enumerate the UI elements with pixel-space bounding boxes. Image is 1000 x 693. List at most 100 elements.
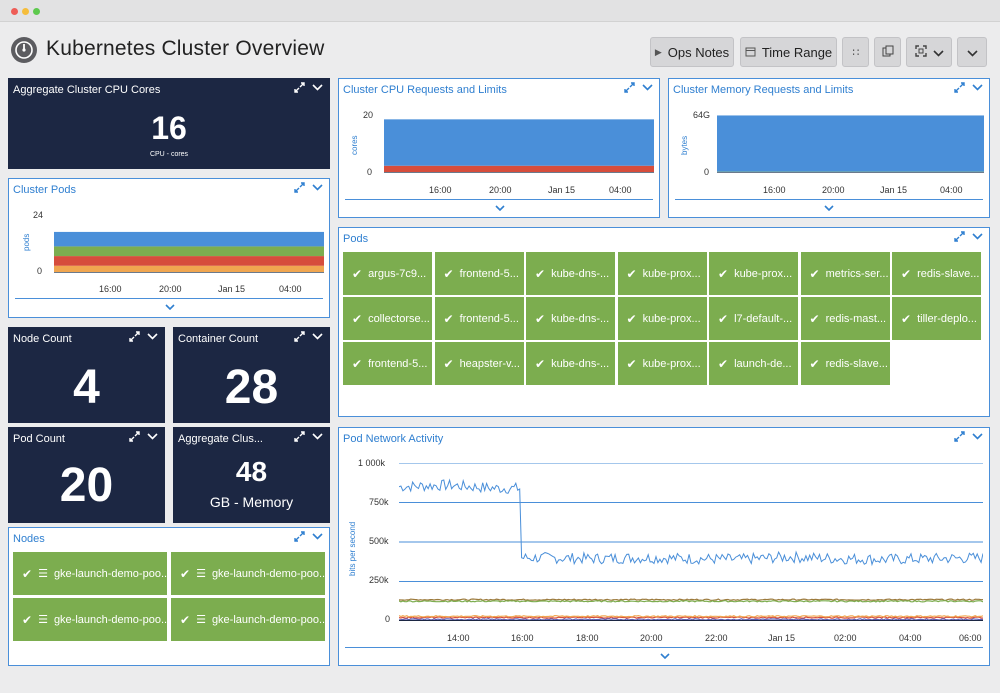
- x-tick: 16:00: [99, 284, 122, 294]
- pod-name: kube-prox...: [642, 267, 701, 280]
- pod-tile[interactable]: ✔ redis-slave...: [800, 342, 890, 385]
- chevron-down-icon[interactable]: [824, 205, 834, 211]
- widget-cpu-requests: Cluster CPU Requests and Limits cores 20…: [338, 78, 660, 218]
- chevron-down-icon[interactable]: [660, 653, 670, 659]
- x-tick: 16:00: [763, 185, 786, 195]
- expand-icon[interactable]: [129, 331, 140, 342]
- check-icon: ✔: [535, 266, 546, 281]
- expand-icon[interactable]: [294, 531, 305, 542]
- x-tick: 16:00: [511, 633, 534, 643]
- pod-tile[interactable]: ✔ frontend-5...: [343, 342, 432, 385]
- widget-aggregate-memory: Aggregate Clus... 48 GB - Memory: [173, 427, 330, 523]
- area-series-3: [54, 231, 324, 247]
- pod-tile[interactable]: ✔ kube-prox...: [617, 252, 707, 295]
- chevron-down-icon[interactable]: [312, 433, 323, 440]
- pod-tile[interactable]: ✔ l7-default-...: [709, 297, 798, 340]
- expand-icon[interactable]: [129, 431, 140, 442]
- expand-icon[interactable]: [624, 82, 635, 93]
- pod-tile[interactable]: ✔ kube-prox...: [617, 342, 707, 385]
- play-icon: ▶: [654, 46, 662, 57]
- chevron-down-icon[interactable]: [642, 84, 653, 91]
- fullscreen-menu-button[interactable]: [906, 37, 952, 67]
- chevron-down-icon[interactable]: [312, 333, 323, 340]
- chevron-down-icon[interactable]: [147, 433, 158, 440]
- memory-unit: GB - Memory: [209, 494, 294, 510]
- pod-tile[interactable]: ✔ launch-de...: [709, 342, 798, 385]
- x-tick: 04:00: [899, 633, 922, 643]
- check-icon: ✔: [809, 266, 820, 281]
- pod-tile[interactable]: ✔ kube-dns-...: [526, 297, 615, 340]
- expand-icon[interactable]: [294, 182, 305, 193]
- chevron-down-icon[interactable]: [312, 533, 323, 540]
- x-tick: 18:00: [576, 633, 599, 643]
- check-icon: ✔: [718, 356, 729, 371]
- y-tick: 0: [37, 266, 43, 276]
- chevron-down-icon[interactable]: [165, 304, 175, 310]
- pod-name: tiller-deplo...: [917, 312, 977, 325]
- cpu-requests-chart: [384, 119, 654, 173]
- x-tick: 22:00: [705, 633, 728, 643]
- expand-icon[interactable]: [954, 431, 965, 442]
- clone-dashboard-button[interactable]: [874, 37, 901, 67]
- x-tick: 14:00: [447, 633, 470, 643]
- chevron-down-icon[interactable]: [972, 233, 983, 240]
- pod-tile[interactable]: ✔ frontend-5...: [434, 297, 524, 340]
- maximize-window-dot[interactable]: [33, 8, 40, 15]
- pod-tile[interactable]: ✔ kube-dns-...: [526, 252, 615, 295]
- ops-notes-button[interactable]: ▶ Ops Notes: [650, 37, 734, 67]
- expand-icon[interactable]: [294, 82, 305, 93]
- y-tick: 1 000k: [358, 458, 386, 468]
- chevron-down-icon[interactable]: [972, 433, 983, 440]
- pod-tile[interactable]: ✔ frontend-5...: [434, 252, 524, 295]
- chevron-down-icon[interactable]: [312, 84, 323, 91]
- minimize-window-dot[interactable]: [22, 8, 29, 15]
- pod-name: heapster-v...: [459, 357, 520, 370]
- chevron-down-icon[interactable]: [147, 333, 158, 340]
- check-icon: ✔: [718, 266, 729, 281]
- expand-icon[interactable]: [954, 231, 965, 242]
- widget-title: Cluster CPU Requests and Limits: [343, 84, 507, 96]
- chevron-down-icon[interactable]: [312, 184, 323, 191]
- x-tick: 20:00: [640, 633, 663, 643]
- pod-tile[interactable]: ✔ metrics-ser...: [800, 252, 890, 295]
- pod-tile[interactable]: ✔ redis-mast...: [800, 297, 890, 340]
- check-icon: ✔: [901, 266, 912, 281]
- topology-button[interactable]: ∷: [842, 37, 869, 67]
- widget-cpu-cores: Aggregate Cluster CPU Cores 16 CPU - cor…: [8, 78, 330, 169]
- x-tick: Jan 15: [218, 284, 246, 294]
- pod-name: kube-prox...: [642, 357, 701, 370]
- chevron-down-icon[interactable]: [495, 205, 505, 211]
- pod-tile[interactable]: ✔ heapster-v...: [434, 342, 524, 385]
- x-tick: 04:00: [940, 185, 963, 195]
- server-icon: ☰: [196, 614, 206, 626]
- expand-icon[interactable]: [294, 331, 305, 342]
- pod-tile[interactable]: ✔ kube-dns-...: [526, 342, 615, 385]
- pod-name: kube-prox...: [642, 312, 701, 325]
- widget-pod-network: Pod Network Activity bits per second 1 0…: [338, 427, 990, 666]
- cpu-cores-value: 16: [151, 110, 187, 146]
- pod-tile[interactable]: ✔ collectorse...: [343, 297, 432, 340]
- y-tick: 500k: [369, 536, 389, 546]
- more-options-button[interactable]: [957, 37, 987, 67]
- pod-tile[interactable]: ✔ kube-prox...: [709, 252, 798, 295]
- pod-tile[interactable]: ✔ kube-prox...: [617, 297, 707, 340]
- time-range-button[interactable]: Time Range: [740, 37, 837, 67]
- check-icon: ✔: [22, 566, 33, 581]
- expand-icon[interactable]: [294, 431, 305, 442]
- node-tile[interactable]: ✔ ☰ gke-launch-demo-poo...: [171, 552, 325, 595]
- expand-icon[interactable]: [954, 82, 965, 93]
- check-icon: ✔: [626, 356, 637, 371]
- y-axis-label: pods: [22, 233, 31, 251]
- chevron-down-icon[interactable]: [972, 84, 983, 91]
- close-window-dot[interactable]: [11, 8, 18, 15]
- pod-tile[interactable]: ✔ redis-slave...: [892, 252, 981, 295]
- pod-tile[interactable]: ✔ tiller-deplo...: [892, 297, 981, 340]
- pod-tile[interactable]: ✔ argus-7c9...: [343, 252, 432, 295]
- pod-name: kube-dns-...: [551, 357, 610, 370]
- copy-icon: [882, 45, 894, 60]
- node-tile[interactable]: ✔ ☰ gke-launch-demo-poo...: [13, 598, 167, 641]
- pod-name: kube-prox...: [734, 267, 793, 280]
- node-tile[interactable]: ✔ ☰ gke-launch-demo-poo...: [13, 552, 167, 595]
- node-tile[interactable]: ✔ ☰ gke-launch-demo-poo...: [171, 598, 325, 641]
- y-axis-label: bytes: [680, 135, 689, 155]
